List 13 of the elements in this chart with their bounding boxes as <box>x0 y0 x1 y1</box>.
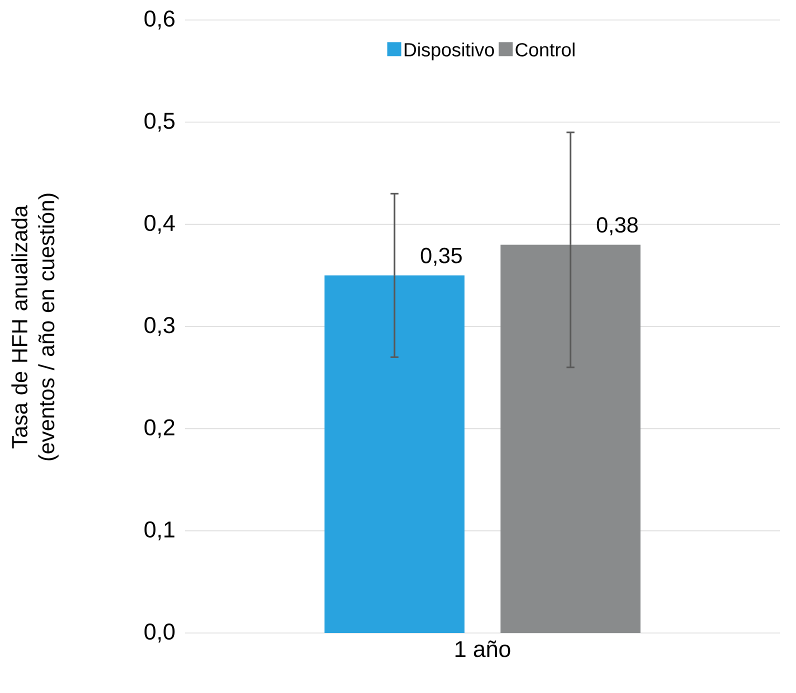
y-tick-label: 0,0 <box>144 624 175 642</box>
y-tick-label: 0,4 <box>144 214 175 234</box>
x-tick-label: 1 año <box>456 640 510 658</box>
y-axis-title: Tasa de HFH anualizada (eventos / año en cuestión) <box>11 194 59 460</box>
data-label: 0,35 <box>420 248 462 266</box>
legend-label: Dispositivo <box>404 42 494 60</box>
data-label: 0,38 <box>596 217 638 236</box>
y-tick-label: 0,6 <box>144 10 174 30</box>
y-tick-label: 0,3 <box>144 317 174 336</box>
y-tick-label: 0,5 <box>144 112 175 132</box>
y-tick-label: 0,1 <box>144 521 174 540</box>
legend-label: Control <box>516 42 574 56</box>
y-tick-label: 0,2 <box>144 419 174 438</box>
